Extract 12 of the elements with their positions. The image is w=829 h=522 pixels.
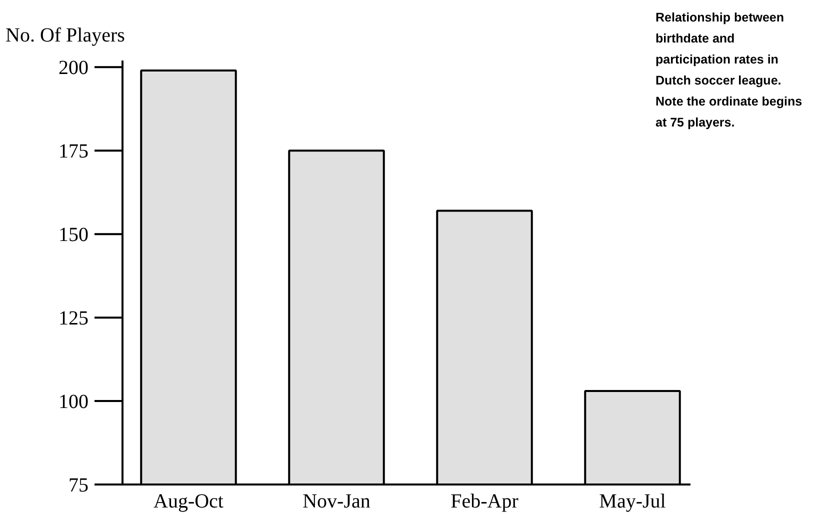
text: Relationship between birthdate and participation rates in Dutch soccer league. Note the ordinate begins at 75 players.	[656, 10, 802, 130]
y-tick-label: 125	[58, 308, 88, 330]
y-tick-label: 150	[58, 224, 88, 246]
y-tick-label: 175	[58, 140, 88, 163]
y-axis-title: No. Of Players	[6, 24, 126, 46]
x-tick-label: Nov-Jan	[302, 490, 370, 512]
x-tick-label: Feb-Apr	[450, 490, 519, 512]
x-tick-label: May-Jul	[599, 490, 666, 512]
y-tick-label: 75	[68, 474, 88, 496]
y-tick-label: 200	[58, 57, 88, 80]
y-tick-label: 100	[58, 391, 88, 414]
x-tick-label: Aug-Oct	[154, 490, 224, 512]
